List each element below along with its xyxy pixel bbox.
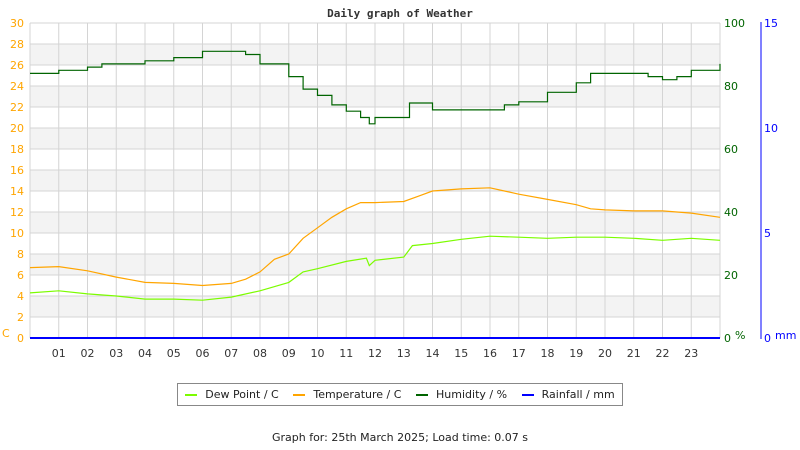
legend-swatch <box>293 393 306 396</box>
legend-swatch <box>521 393 534 396</box>
x-tick-label: 12 <box>368 347 382 360</box>
legend-item-dew-point: Dew Point / C <box>185 388 279 401</box>
left-tick-label: 18 <box>10 143 24 156</box>
left-tick-label: 14 <box>10 185 24 198</box>
legend-label: Humidity / % <box>436 388 508 401</box>
x-tick-label: 16 <box>483 347 497 360</box>
right-tick-label: 100 <box>724 17 745 30</box>
left-tick-label: 8 <box>17 248 24 261</box>
rain-tick-label: 5 <box>764 227 771 240</box>
series-line-temperature <box>29 187 721 287</box>
left-tick-label: 24 <box>10 80 24 93</box>
legend-swatch <box>416 393 429 396</box>
x-tick-label: 02 <box>81 347 95 360</box>
x-tick-label: 04 <box>138 347 152 360</box>
rain-tick-label: 15 <box>764 17 778 30</box>
right-tick-label: 0 <box>724 332 731 345</box>
x-tick-label: 09 <box>282 347 296 360</box>
left-tick-label: 2 <box>17 311 24 324</box>
chart-title: Daily graph of Weather <box>327 7 473 20</box>
right-unit-label: % <box>735 329 745 342</box>
x-tick-label: 17 <box>512 347 526 360</box>
x-tick-label: 01 <box>52 347 66 360</box>
x-tick-label: 22 <box>656 347 670 360</box>
x-tick-label: 18 <box>541 347 555 360</box>
rain-unit-label: mm <box>775 329 796 342</box>
rain-tick-label: 10 <box>764 122 778 135</box>
series-line-dew <box>29 235 721 301</box>
x-tick-label: 08 <box>253 347 267 360</box>
left-tick-label: 28 <box>10 38 24 51</box>
left-tick-label: 20 <box>10 122 24 135</box>
x-tick-label: 21 <box>627 347 641 360</box>
legend-item-rainfall: Rainfall / mm <box>521 388 615 401</box>
left-tick-label: 12 <box>10 206 24 219</box>
legend-item-humidity: Humidity / % <box>416 388 507 401</box>
left-tick-label: 22 <box>10 101 24 114</box>
footer-info: Graph for: 25th March 2025; Load time: 0… <box>271 431 529 444</box>
legend-item-temperature: Temperature / C <box>293 388 401 401</box>
legend: Dew Point / C Temperature / C Humidity /… <box>177 383 623 406</box>
left-tick-label: 30 <box>10 17 24 30</box>
legend-label: Dew Point / C <box>205 388 279 401</box>
left-tick-label: 26 <box>10 59 24 72</box>
left-tick-label: 16 <box>10 164 24 177</box>
left-tick-label: 0 <box>17 332 24 345</box>
x-tick-label: 11 <box>339 347 353 360</box>
right-tick-label: 80 <box>724 80 738 93</box>
x-tick-label: 03 <box>109 347 123 360</box>
left-tick-label: 4 <box>17 290 24 303</box>
series-line-humidity <box>30 50 721 125</box>
x-tick-label: 14 <box>426 347 440 360</box>
left-tick-label: 6 <box>17 269 24 282</box>
weather-chart: Daily graph of Weather 02468101214161820… <box>2 7 796 360</box>
x-tick-label: 23 <box>684 347 698 360</box>
right-tick-label: 20 <box>724 269 738 282</box>
x-tick-label: 13 <box>397 347 411 360</box>
x-tick-label: 05 <box>167 347 181 360</box>
legend-label: Temperature / C <box>313 388 402 401</box>
rain-tick-label: 0 <box>764 332 771 345</box>
left-tick-label: 10 <box>10 227 24 240</box>
x-tick-label: 15 <box>454 347 468 360</box>
x-tick-label: 06 <box>196 347 210 360</box>
x-tick-label: 20 <box>598 347 612 360</box>
right-tick-label: 60 <box>724 143 738 156</box>
legend-swatch <box>185 393 198 396</box>
x-tick-label: 19 <box>569 347 583 360</box>
right-tick-label: 40 <box>724 206 738 219</box>
x-tick-label: 10 <box>311 347 325 360</box>
legend-label: Rainfall / mm <box>541 388 615 401</box>
left-unit-label: C <box>2 327 10 340</box>
x-tick-label: 07 <box>224 347 238 360</box>
